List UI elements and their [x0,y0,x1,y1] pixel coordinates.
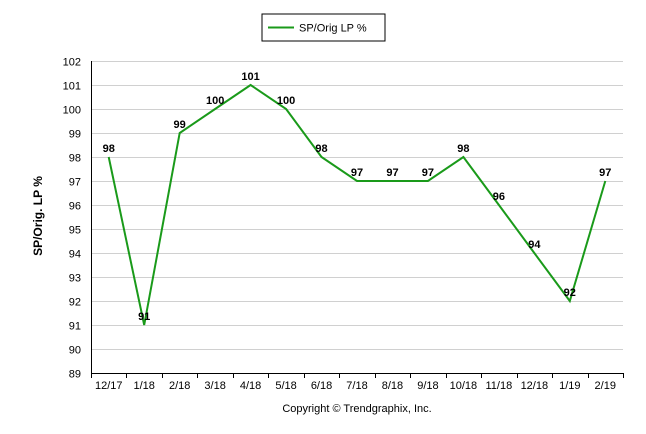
data-label: 94 [528,239,541,251]
y-tick-label: 91 [69,321,81,333]
x-tick-label: 7/18 [346,380,367,392]
series-line [107,83,607,326]
x-tick-label: 4/18 [240,380,261,392]
data-label: 98 [457,143,469,155]
data-label: 100 [206,95,224,107]
y-tick-label: 94 [69,249,81,261]
x-tick-label: 10/18 [450,380,478,392]
x-tick-label: 1/19 [559,380,580,392]
y-tick-label: 100 [63,105,81,117]
axes: 102 101 100 99 98 97 96 95 94 93 92 91 90 89 12/17 1/18… [63,57,624,392]
y-tick-label: 90 [69,345,81,357]
data-label: 97 [351,167,363,179]
y-tick-label: 96 [69,201,81,213]
copyright-text: Copyright © Trendgraphix, Inc. [282,403,431,415]
data-label: 98 [103,143,115,155]
data-label: 97 [422,167,434,179]
data-label: 97 [386,167,398,179]
y-tick-label: 92 [69,297,81,309]
y-tick-label: 93 [69,273,81,285]
x-tick-label: 12/18 [521,380,549,392]
x-tick-label: 3/18 [204,380,225,392]
data-label: 92 [564,287,576,299]
y-tick-label: 99 [69,129,81,141]
legend: SP/Orig LP % [261,13,386,42]
x-tick-label: 5/18 [275,380,296,392]
x-tick-label: 2/18 [169,380,190,392]
data-label: 97 [599,167,611,179]
y-axis-title: SP/Orig. LP % [31,176,45,256]
data-label: 98 [315,143,327,155]
data-label: 101 [241,71,259,83]
gridlines [91,61,623,350]
y-tick-label: 89 [69,369,81,381]
legend-label: SP/Orig LP % [299,23,367,35]
x-tick-label: 9/18 [417,380,438,392]
x-tick-label: 12/17 [95,380,123,392]
x-tick-label: 8/18 [382,380,403,392]
y-tick-label: 102 [63,57,81,69]
x-tick-label: 2/19 [595,380,616,392]
y-tick-label: 97 [69,177,81,189]
data-label: 100 [277,95,295,107]
data-label: 96 [493,191,505,203]
series-layer [107,83,607,326]
x-tick-label: 6/18 [311,380,332,392]
y-tick-label: 95 [69,225,81,237]
data-label: 99 [174,119,186,131]
data-label: 91 [138,311,150,323]
y-tick-label: 98 [69,153,81,165]
y-tick-label: 101 [63,81,81,93]
x-tick-label: 1/18 [133,380,154,392]
x-tick-label: 11/18 [486,380,513,392]
data-labels: 98 91 99 100 101 100 98 97 97 97 98 96 94 92 97 [103,71,612,323]
